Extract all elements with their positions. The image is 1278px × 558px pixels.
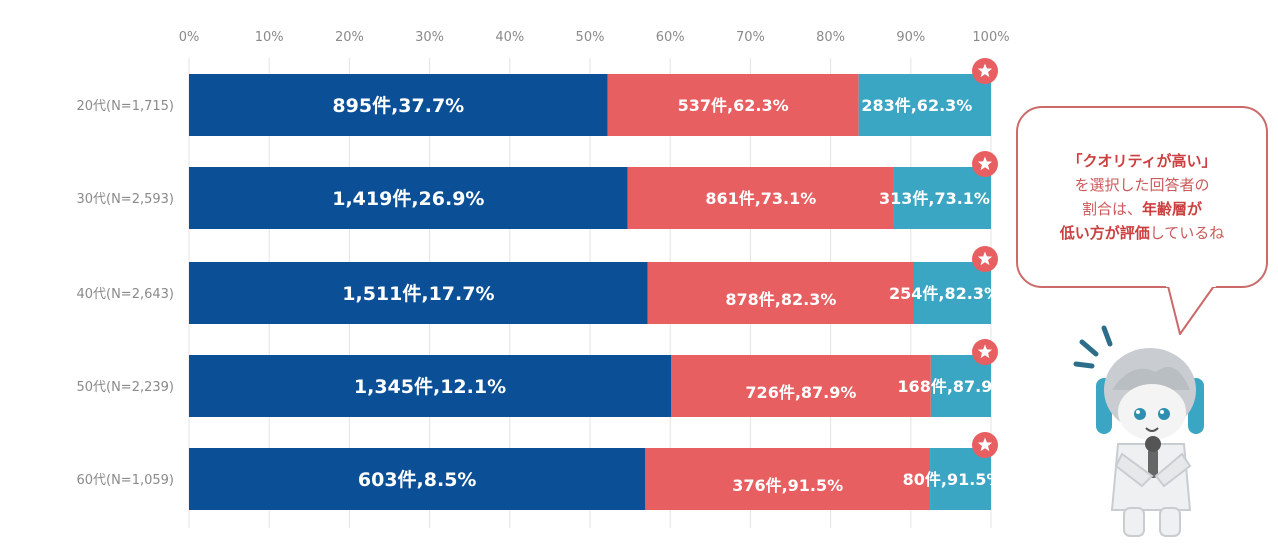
callout-line-3-plain: 割合は、 [1081,200,1142,218]
category-label: 40代(N=2,643) [76,287,174,302]
callout-line-3: 割合は、年齢層が [1082,197,1202,221]
x-tick-label: 100% [972,30,1009,45]
bar-segment-dark-blue [189,74,608,136]
callout-line-2: を選択した回答者の [1074,176,1210,194]
bar-segment-dark-blue [189,262,648,324]
x-tick-label: 0% [179,30,200,45]
category-label: 50代(N=2,239) [76,380,174,395]
data-label: 878件,82.3% [725,290,836,309]
callout-line-4-plain: しているね [1149,224,1225,242]
data-label: 537件,62.3% [678,96,789,115]
bar-segment-teal [893,167,991,229]
x-tick-label: 40% [495,30,524,45]
data-label: 895件,37.7% [332,94,464,117]
star-badge-icon [972,58,998,84]
data-label: 861件,73.1% [705,189,816,208]
bar-segment-teal [858,74,991,136]
data-label: 1,419件,26.9% [332,187,484,210]
x-tick-label: 60% [656,30,685,45]
bar-segment-coral [645,448,931,510]
callout-line-3-bold: 年齢層が [1142,200,1203,218]
stacked-bar-chart: 0% 10% 20% 30% 40% 50% 60% 70% 80% 90% 100% 20代(N=1… [76,30,1010,528]
bar-segment-coral [627,167,894,229]
star-badge-icon [972,151,998,177]
x-tick-label: 30% [415,30,444,45]
x-tick-label: 70% [736,30,765,45]
data-label: 254件,82.3% [889,284,1000,303]
bar-segment-coral [647,262,915,324]
data-label: 1,511件,17.7% [342,282,494,305]
bar-segment-dark-blue [189,167,628,229]
callout-line-4: 低い方が評価しているね [1060,221,1225,245]
category-label: 60代(N=1,059) [76,473,174,488]
x-tick-label: 10% [255,30,284,45]
x-tick-label: 90% [896,30,925,45]
callout-line-1: 「クオリティが高い」 [1067,152,1217,170]
x-tick-label: 80% [816,30,845,45]
category-label: 20代(N=1,715) [76,99,174,114]
bar-segment-teal [930,448,991,510]
bar-segment-coral [607,74,859,136]
star-badge-icon [972,339,998,365]
robot-mascot-icon [1073,325,1204,537]
star-badge-icon [972,432,998,458]
star-badge-icon [972,246,998,272]
category-label: 30代(N=2,593) [76,192,174,207]
bar-segment-coral [671,355,931,417]
data-label: 726件,87.9% [745,383,856,402]
data-label: 376件,91.5% [732,476,843,495]
bar-segment-teal [914,262,991,324]
callout-line-4-bold: 低い方が評価 [1059,224,1150,242]
x-tick-label: 20% [335,30,364,45]
callout-bubble: 「クオリティが高い」 を選択した回答者の 割合は、年齢層が 低い方が評価している… [1016,106,1268,288]
data-label: 283件,62.3% [861,96,972,115]
data-label: 1,345件,12.1% [354,375,506,398]
data-label: 603件,8.5% [358,468,477,491]
bar-segment-teal [930,355,991,417]
bar-segment-dark-blue [189,355,672,417]
bar-segment-dark-blue [189,448,646,510]
data-label: 313件,73.1% [879,189,990,208]
x-tick-label: 50% [576,30,605,45]
data-label: 80件,91.5% [903,470,1003,489]
data-label: 168件,87.9% [897,377,1008,396]
